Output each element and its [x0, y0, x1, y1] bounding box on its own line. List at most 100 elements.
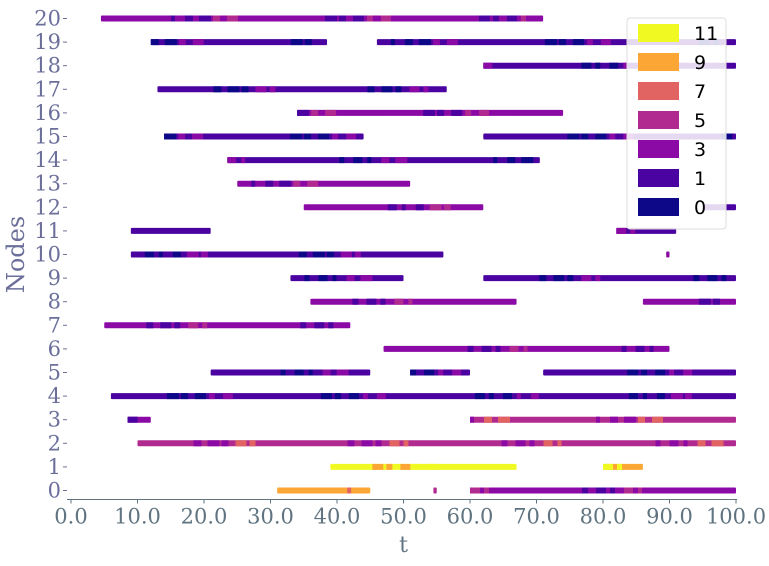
- y-tick-label: 8: [48, 290, 61, 314]
- interval-segment: [410, 369, 417, 376]
- node-9-interval: [290, 275, 404, 282]
- interval-segment: [395, 157, 408, 164]
- interval-segment: [318, 133, 330, 140]
- x-tick-label: 20.0: [181, 505, 228, 529]
- interval-segment: [192, 39, 204, 46]
- interval-segment: [502, 393, 512, 400]
- node-20-interval: [100, 15, 544, 22]
- interval-segment: [279, 180, 292, 187]
- interval-segment: [649, 345, 654, 352]
- node-8-interval: [642, 298, 736, 305]
- interval-segment: [339, 157, 345, 164]
- legend-label: 5: [694, 110, 706, 132]
- interval-segment: [354, 251, 361, 258]
- interval-segment: [558, 39, 566, 46]
- y-tick-label: 3: [48, 408, 61, 432]
- interval-bar: [137, 440, 736, 447]
- legend-swatch: [638, 198, 679, 216]
- x-ticks: 0.0 10.0 20.0 30.0 40.0 50.0 60.0 70.0 80.0 90.0 1…: [54, 499, 766, 529]
- interval-segment: [641, 369, 648, 376]
- interval-segment: [443, 204, 451, 211]
- node-0-interval: [433, 487, 437, 494]
- interval-segment: [304, 39, 312, 46]
- interval-segment: [164, 133, 177, 140]
- node-10-interval: [666, 251, 670, 258]
- interval-segment: [553, 275, 565, 282]
- x-tick-label: 30.0: [247, 505, 294, 529]
- x-tick-label: 60.0: [447, 505, 494, 529]
- interval-segment: [481, 345, 492, 352]
- interval-bar: [310, 298, 517, 305]
- interval-segment: [452, 369, 462, 376]
- y-tick-label: 19: [34, 30, 61, 54]
- x-tick-label: 40.0: [314, 505, 361, 529]
- interval-segment: [212, 15, 220, 22]
- interval-segment: [174, 322, 181, 329]
- interval-segment: [380, 15, 391, 22]
- interval-segment: [539, 275, 547, 282]
- interval-segment: [670, 393, 683, 400]
- interval-segment: [347, 440, 355, 447]
- interval-segment: [304, 133, 312, 140]
- interval-segment: [389, 440, 400, 447]
- interval-segment: [346, 133, 357, 140]
- interval-segment: [202, 322, 208, 329]
- interval-segment: [581, 133, 589, 140]
- y-tick-label: 9: [48, 266, 61, 290]
- interval-segment: [387, 204, 397, 211]
- interval-segment: [340, 251, 352, 258]
- interval-segment: [624, 487, 633, 494]
- interval-segment: [408, 298, 413, 305]
- interval-segment: [516, 393, 521, 400]
- interval-segment: [367, 157, 372, 164]
- interval-segment: [484, 416, 492, 423]
- interval-segment: [336, 369, 349, 376]
- interval-segment: [495, 345, 501, 352]
- y-tick-label: 2: [48, 431, 61, 455]
- interval-segment: [572, 39, 584, 46]
- x-tick-label: 100.0: [706, 505, 766, 529]
- node-6-interval: [383, 345, 670, 352]
- y-tick-label: 5: [48, 361, 61, 385]
- legend-label: 3: [694, 139, 706, 161]
- y-tick-label: 10: [34, 243, 61, 267]
- interval-segment: [415, 204, 424, 211]
- interval-segment: [372, 463, 384, 470]
- interval-segment: [348, 393, 359, 400]
- interval-segment: [669, 369, 675, 376]
- interval-segment: [501, 440, 508, 447]
- interval-segment: [381, 157, 390, 164]
- interval-segment: [438, 369, 444, 376]
- x-tick-label: 0.0: [54, 505, 87, 529]
- node-19-interval: [150, 39, 328, 46]
- interval-segment: [409, 86, 420, 93]
- interval-segment: [347, 487, 352, 494]
- node-17-interval: [157, 86, 447, 93]
- interval-bar: [100, 15, 544, 22]
- interval-bar: [483, 275, 736, 282]
- interval-segment: [298, 251, 307, 258]
- node-1-interval: [330, 463, 517, 470]
- interval-segment: [404, 39, 413, 46]
- interval-segment: [332, 275, 337, 282]
- interval-segment: [712, 298, 720, 305]
- interval-segment: [638, 416, 645, 423]
- interval-segment: [293, 180, 301, 187]
- interval-segment: [150, 39, 159, 46]
- interval-bar: [277, 487, 371, 494]
- interval-segment: [326, 251, 334, 258]
- interval-segment: [386, 463, 393, 470]
- node-0-interval: [470, 487, 736, 494]
- legend-swatch: [638, 140, 679, 158]
- interval-segment: [567, 275, 574, 282]
- interval-segment: [144, 251, 154, 258]
- interval-segment: [362, 393, 368, 400]
- node-12-interval: [303, 204, 484, 211]
- node-5-interval: [543, 369, 736, 376]
- interval-segment: [367, 86, 375, 93]
- y-tick-label: 0: [48, 479, 61, 503]
- node-16-interval: [297, 109, 564, 116]
- interval-segment: [557, 440, 562, 447]
- interval-segment: [328, 322, 334, 329]
- interval-segment: [567, 133, 580, 140]
